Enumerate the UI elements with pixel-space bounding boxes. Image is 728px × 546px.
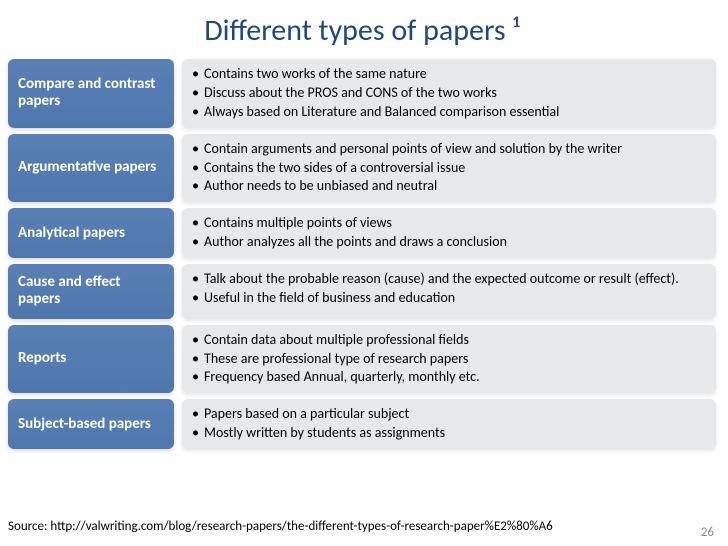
paper-row: Analytical papers Contains multiple poin… <box>8 208 716 258</box>
paper-row: Reports Contain data about multiple prof… <box>8 325 716 394</box>
bullet-item: Contain data about multiple professional… <box>188 331 706 350</box>
source-text: Source: http://valwriting.com/blog/resea… <box>8 519 716 534</box>
bullet-item: These are professional type of research … <box>188 350 706 369</box>
paper-content: Contain data about multiple professional… <box>182 325 716 394</box>
paper-row: Compare and contrast papers Contains two… <box>8 59 716 128</box>
paper-label: Compare and contrast papers <box>8 59 174 128</box>
bullet-item: Contains the two sides of a controversia… <box>188 159 706 178</box>
paper-content: Papers based on a particular subject Mos… <box>182 399 716 449</box>
rows-container: Compare and contrast papers Contains two… <box>8 59 716 513</box>
bullet-item: Author needs to be unbiased and neutral <box>188 177 706 196</box>
paper-row: Cause and effect papers Talk about the p… <box>8 264 716 319</box>
bullet-list: Contain arguments and personal points of… <box>188 140 706 197</box>
bullet-item: Talk about the probable reason (cause) a… <box>188 270 706 289</box>
bullet-item: Discuss about the PROS and CONS of the t… <box>188 84 706 103</box>
paper-label: Cause and effect papers <box>8 264 174 319</box>
bullet-item: Contains multiple points of views <box>188 214 706 233</box>
bullet-item: Useful in the field of business and educ… <box>188 289 706 308</box>
paper-label: Analytical papers <box>8 208 174 258</box>
page-number: 26 <box>701 525 714 540</box>
bullet-item: Contains two works of the same nature <box>188 65 706 84</box>
slide: Different types of papers ¹ Compare and … <box>0 0 728 546</box>
bullet-item: Frequency based Annual, quarterly, month… <box>188 368 706 387</box>
paper-content: Contains multiple points of views Author… <box>182 208 716 258</box>
bullet-list: Contain data about multiple professional… <box>188 331 706 388</box>
paper-content: Talk about the probable reason (cause) a… <box>182 264 716 319</box>
bullet-item: Always based on Literature and Balanced … <box>188 103 706 122</box>
bullet-item: Papers based on a particular subject <box>188 405 706 424</box>
bullet-list: Talk about the probable reason (cause) a… <box>188 270 706 308</box>
paper-row: Subject-based papers Papers based on a p… <box>8 399 716 449</box>
paper-label: Subject-based papers <box>8 399 174 449</box>
paper-label: Reports <box>8 325 174 394</box>
paper-content: Contain arguments and personal points of… <box>182 134 716 203</box>
bullet-item: Author analyzes all the points and draws… <box>188 233 706 252</box>
bullet-list: Contains multiple points of views Author… <box>188 214 706 252</box>
bullet-item: Contain arguments and personal points of… <box>188 140 706 159</box>
bullet-list: Papers based on a particular subject Mos… <box>188 405 706 443</box>
paper-content: Contains two works of the same nature Di… <box>182 59 716 128</box>
slide-title: Different types of papers ¹ <box>8 12 716 49</box>
paper-label: Argumentative papers <box>8 134 174 203</box>
bullet-list: Contains two works of the same nature Di… <box>188 65 706 122</box>
bullet-item: Mostly written by students as assignment… <box>188 424 706 443</box>
paper-row: Argumentative papers Contain arguments a… <box>8 134 716 203</box>
